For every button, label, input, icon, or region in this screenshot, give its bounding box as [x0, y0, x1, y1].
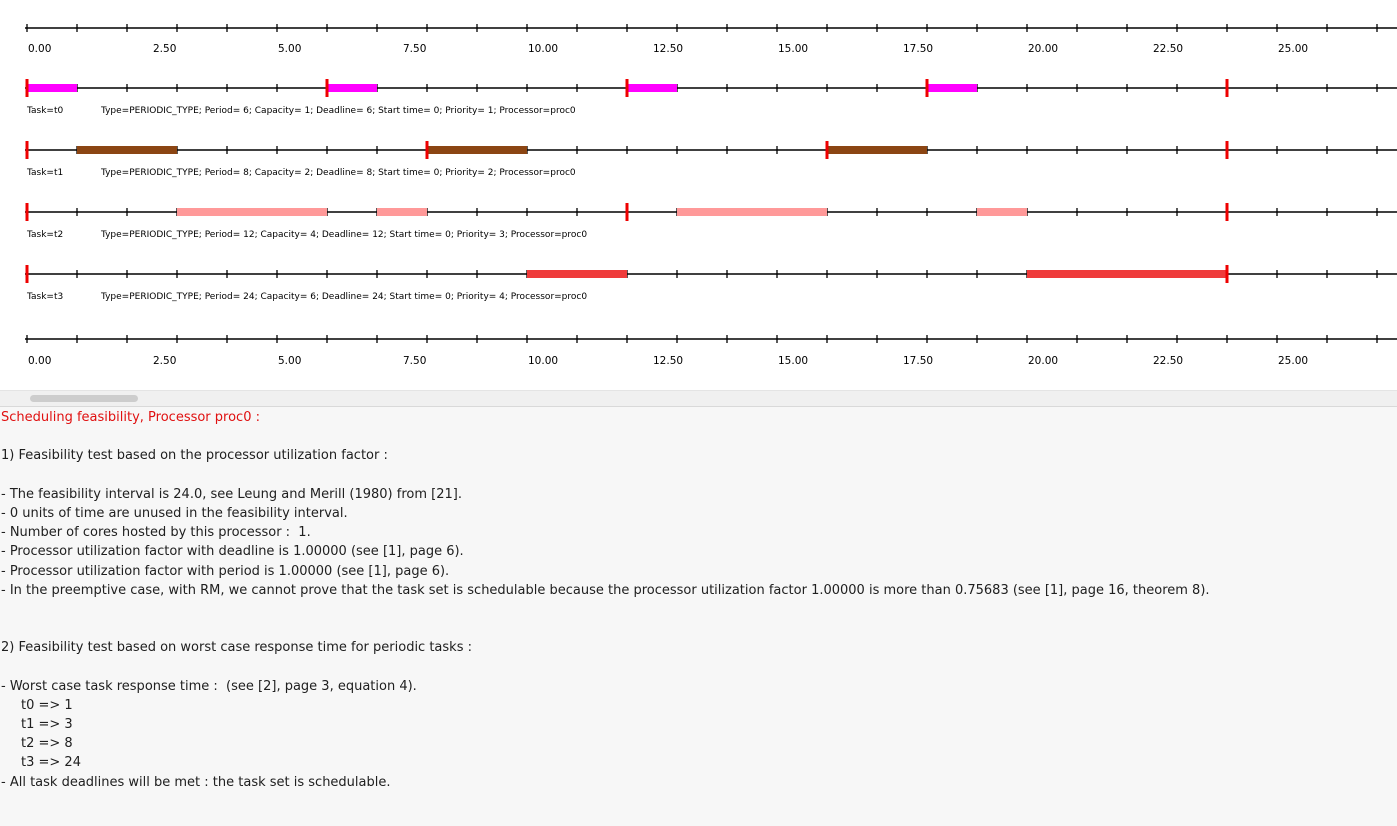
top-axis-tick-label: 7.50	[403, 43, 426, 55]
task-t1-execution-bar	[427, 146, 527, 154]
task-t2-execution-bar	[177, 208, 327, 216]
task-t2-name: Task=t2	[26, 230, 63, 240]
report-line	[1, 466, 1397, 485]
task-t0-execution-bar	[927, 84, 977, 92]
report-line: - 0 units of time are unused in the feas…	[1, 505, 348, 521]
report-line: 1) Feasibility test based on the process…	[1, 448, 388, 464]
bottom-axis-tick-label: 0.00	[28, 355, 51, 367]
top-axis-tick-label: 5.00	[278, 43, 301, 55]
top-axis-tick-label: 20.00	[1028, 43, 1058, 55]
top-axis-tick-label: 0.00	[28, 43, 51, 55]
horizontal-scrollbar[interactable]	[0, 390, 1397, 407]
report-line: - Processor utilization factor with dead…	[1, 544, 464, 560]
bottom-axis-tick-label: 15.00	[778, 355, 808, 367]
task-t2-info: Type=PERIODIC_TYPE; Period= 12; Capacity…	[100, 230, 587, 240]
bottom-axis-tick-label: 12.50	[653, 355, 683, 367]
top-axis-tick-label: 15.00	[778, 43, 808, 55]
bottom-axis-tick-label: 5.00	[278, 355, 301, 367]
report-line	[1, 657, 1397, 676]
bottom-axis-tick-label: 10.00	[528, 355, 558, 367]
task-t1-execution-bar	[827, 146, 927, 154]
task-t0-name: Task=t0	[26, 106, 63, 116]
report-line: t2 => 8	[21, 736, 73, 752]
report-line: - The feasibility interval is 24.0, see …	[1, 486, 462, 502]
task-t3-execution-bar	[1027, 270, 1227, 278]
report-line: - Number of cores hosted by this process…	[1, 525, 311, 541]
bottom-axis-tick-label: 25.00	[1278, 355, 1308, 367]
report-line: t1 => 3	[21, 717, 73, 732]
report-line: 2) Feasibility test based on worst case …	[1, 640, 472, 656]
top-axis-tick-label: 22.50	[1153, 43, 1183, 55]
report-heading: Scheduling feasibility, Processor proc0 …	[1, 410, 260, 425]
task-t2-execution-bar	[377, 208, 427, 216]
task-t2-execution-bar	[677, 208, 827, 216]
report-line: t0 => 1	[21, 697, 73, 713]
feasibility-report: Scheduling feasibility, Processor proc0 …	[0, 406, 1397, 826]
top-axis-tick-label: 25.00	[1278, 43, 1308, 55]
bottom-axis-tick-label: 2.50	[153, 355, 176, 367]
scrollbar-thumb[interactable]	[30, 395, 138, 402]
report-line: - Worst case task response time : (see […	[1, 678, 417, 694]
bottom-axis-tick-label: 20.00	[1028, 355, 1058, 367]
timeline-canvas: 0.00 2.50 5.00 7.50 10.00 12.50 15.00 17.50 20.0…	[25, 24, 1397, 367]
top-axis-tick-label: 2.50	[153, 43, 176, 55]
scheduling-timeline: 0.00 2.50 5.00 7.50 10.00 12.50 15.00 17.50 20.0…	[0, 0, 1397, 390]
task-t1-info: Type=PERIODIC_TYPE; Period= 8; Capacity=…	[100, 168, 576, 178]
task-t2-execution-bar	[977, 208, 1027, 216]
task-t3-info: Type=PERIODIC_TYPE; Period= 24; Capacity…	[100, 292, 587, 302]
bottom-axis-tick-label: 17.50	[903, 355, 933, 367]
report-line: - Processor utilization factor with peri…	[1, 563, 450, 579]
report-line: t3 => 24	[21, 755, 81, 771]
top-axis-tick-label: 12.50	[653, 43, 683, 55]
bottom-axis-tick-label: 22.50	[1153, 355, 1183, 367]
task-t3-execution-bar	[527, 270, 627, 278]
report-line: - In the preemptive case, with RM, we ca…	[1, 582, 1210, 598]
bottom-axis-tick-label: 7.50	[403, 355, 426, 367]
task-t0-execution-bar	[327, 84, 377, 92]
task-t3-name: Task=t3	[26, 292, 63, 302]
top-axis-tick-label: 10.00	[528, 43, 558, 55]
task-t0-execution-bar	[627, 84, 677, 92]
task-t1-name: Task=t1	[26, 168, 63, 178]
top-axis-tick-label: 17.50	[903, 43, 933, 55]
report-line	[1, 619, 1397, 638]
report-line	[1, 427, 1397, 446]
report-line: - All task deadlines will be met : the t…	[1, 774, 391, 790]
task-t1-execution-bar	[77, 146, 177, 154]
task-t0-info: Type=PERIODIC_TYPE; Period= 6; Capacity=…	[100, 106, 576, 116]
report-line	[1, 600, 1397, 619]
task-t0-execution-bar	[27, 84, 77, 92]
